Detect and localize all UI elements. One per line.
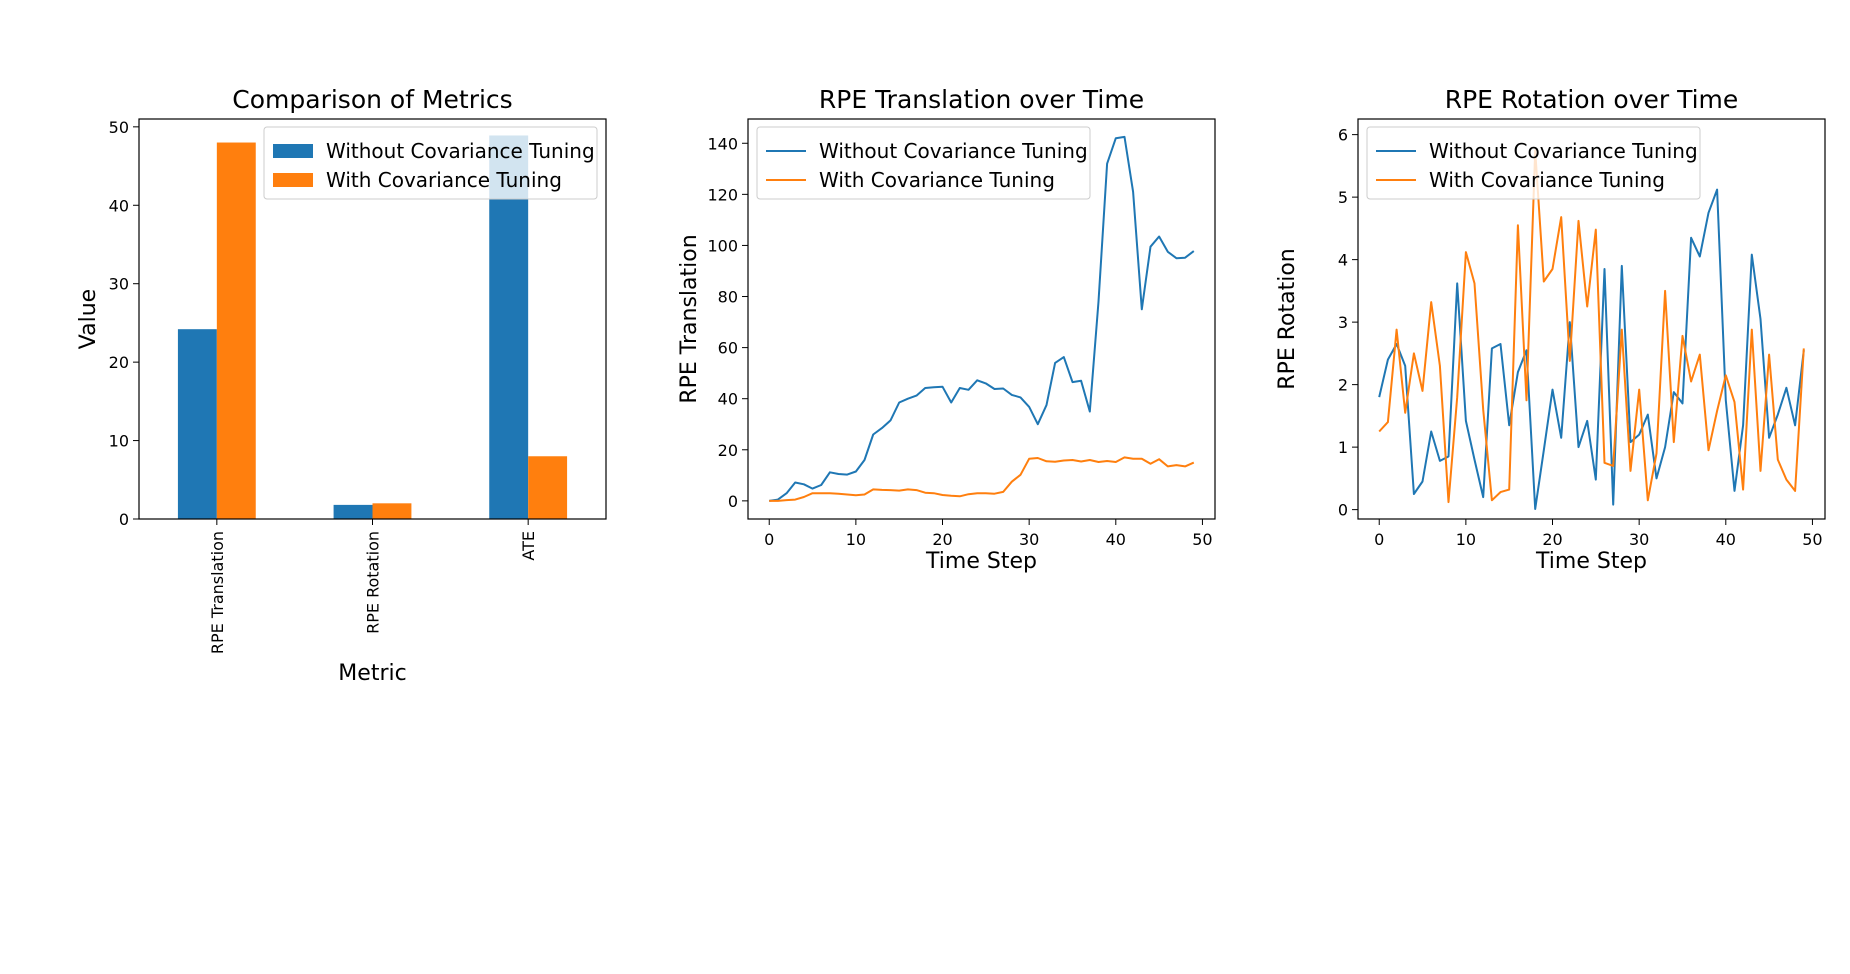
- y-tick-label: 0: [119, 510, 129, 529]
- chart-title: Comparison of Metrics: [232, 85, 512, 114]
- chart-rpe-translation: 0 20 40 60 80 100 120 140 0 10 20 30 40 50 RPE Transla…: [677, 85, 1216, 574]
- x-tick-label: 20: [1542, 530, 1562, 549]
- x-tick-label: RPE Rotation: [364, 531, 383, 634]
- y-tick-label: 80: [718, 288, 738, 307]
- y-tick-label: 20: [109, 353, 129, 372]
- y-tick-label: 140: [707, 134, 738, 153]
- y-tick-label: 100: [707, 236, 738, 255]
- x-tick-label: 40: [1106, 530, 1126, 549]
- chart-title: RPE Translation over Time: [819, 85, 1144, 114]
- axes-frame: [138, 118, 607, 520]
- legend-frame: [263, 126, 598, 200]
- legend-swatch: [273, 173, 313, 187]
- series-line-0: [1378, 188, 1805, 510]
- x-tick-label: 50: [1192, 530, 1212, 549]
- y-tick-label: 0: [1338, 501, 1348, 520]
- axes-frame: [1357, 118, 1826, 520]
- y-tick-label: 120: [707, 185, 738, 204]
- bar: [333, 504, 373, 519]
- chart-title: RPE Rotation over Time: [1445, 85, 1739, 114]
- x-axis-label: Metric: [338, 661, 406, 686]
- legend-frame: [1366, 126, 1701, 200]
- bar: [528, 456, 568, 519]
- x-tick-label: 30: [1019, 530, 1039, 549]
- y-tick-label: 0: [728, 492, 738, 511]
- x-tick-label: 30: [1629, 530, 1649, 549]
- series-line-1: [769, 456, 1195, 502]
- x-axis-label: Time Step: [1535, 549, 1647, 574]
- x-axis-label: Time Step: [925, 549, 1037, 574]
- legend-label: Without Covariance Tuning: [819, 139, 1088, 163]
- y-axis-label: Value: [76, 289, 101, 349]
- y-tick-label: 20: [718, 441, 738, 460]
- bar: [216, 142, 256, 519]
- legend-label: With Covariance Tuning: [326, 168, 562, 192]
- y-axis-label: RPE Translation: [677, 234, 702, 403]
- x-tick-label: 20: [932, 530, 952, 549]
- chart-rpe-rotation: 0 1 2 3 4 5 6 0 10 20 30 40 50 RPE Rotation over Time…: [1275, 85, 1826, 574]
- x-tick-label: 10: [1456, 530, 1476, 549]
- y-axis-label: RPE Rotation: [1275, 248, 1300, 389]
- legend-0: Without Covariance Tuning With Covariance…: [263, 126, 598, 200]
- legend-1: Without Covariance Tuning With Covariance…: [756, 126, 1091, 200]
- x-tick-label: RPE Translation: [208, 531, 227, 654]
- y-tick-label: 5: [1338, 188, 1348, 207]
- series-line-1: [1378, 149, 1805, 504]
- y-tick-label: 60: [718, 339, 738, 358]
- x-tick-label: 0: [1374, 530, 1384, 549]
- y-tick-label: 10: [109, 432, 129, 451]
- legend-swatch: [273, 144, 313, 158]
- bar: [177, 329, 217, 519]
- legend-label: With Covariance Tuning: [819, 168, 1055, 192]
- series-line-0: [769, 135, 1195, 502]
- y-tick-label: 30: [109, 275, 129, 294]
- x-tick-label: 50: [1802, 530, 1822, 549]
- axes-frame: [747, 118, 1216, 520]
- y-tick-label: 4: [1338, 251, 1348, 270]
- x-tick-label: ATE: [519, 531, 538, 561]
- x-tick-label: 40: [1716, 530, 1736, 549]
- y-tick-label: 6: [1338, 126, 1348, 145]
- legend-label: Without Covariance Tuning: [326, 139, 595, 163]
- legend-label: Without Covariance Tuning: [1429, 139, 1698, 163]
- legend-2: Without Covariance Tuning With Covariance…: [1366, 126, 1701, 200]
- y-tick-label: 50: [109, 118, 129, 137]
- y-tick-label: 2: [1338, 376, 1348, 395]
- y-tick-label: 1: [1338, 438, 1348, 457]
- chart-comparison-of-metrics: 0 10 20 30 40 50 RPE Translation RPE Rotation AT…: [76, 85, 607, 686]
- legend-frame: [756, 126, 1091, 200]
- x-tick-label: 0: [764, 530, 774, 549]
- x-tick-label: 10: [846, 530, 866, 549]
- legend-label: With Covariance Tuning: [1429, 168, 1665, 192]
- y-tick-label: 3: [1338, 313, 1348, 332]
- y-tick-label: 40: [109, 196, 129, 215]
- bar: [372, 503, 412, 519]
- y-tick-label: 40: [718, 390, 738, 409]
